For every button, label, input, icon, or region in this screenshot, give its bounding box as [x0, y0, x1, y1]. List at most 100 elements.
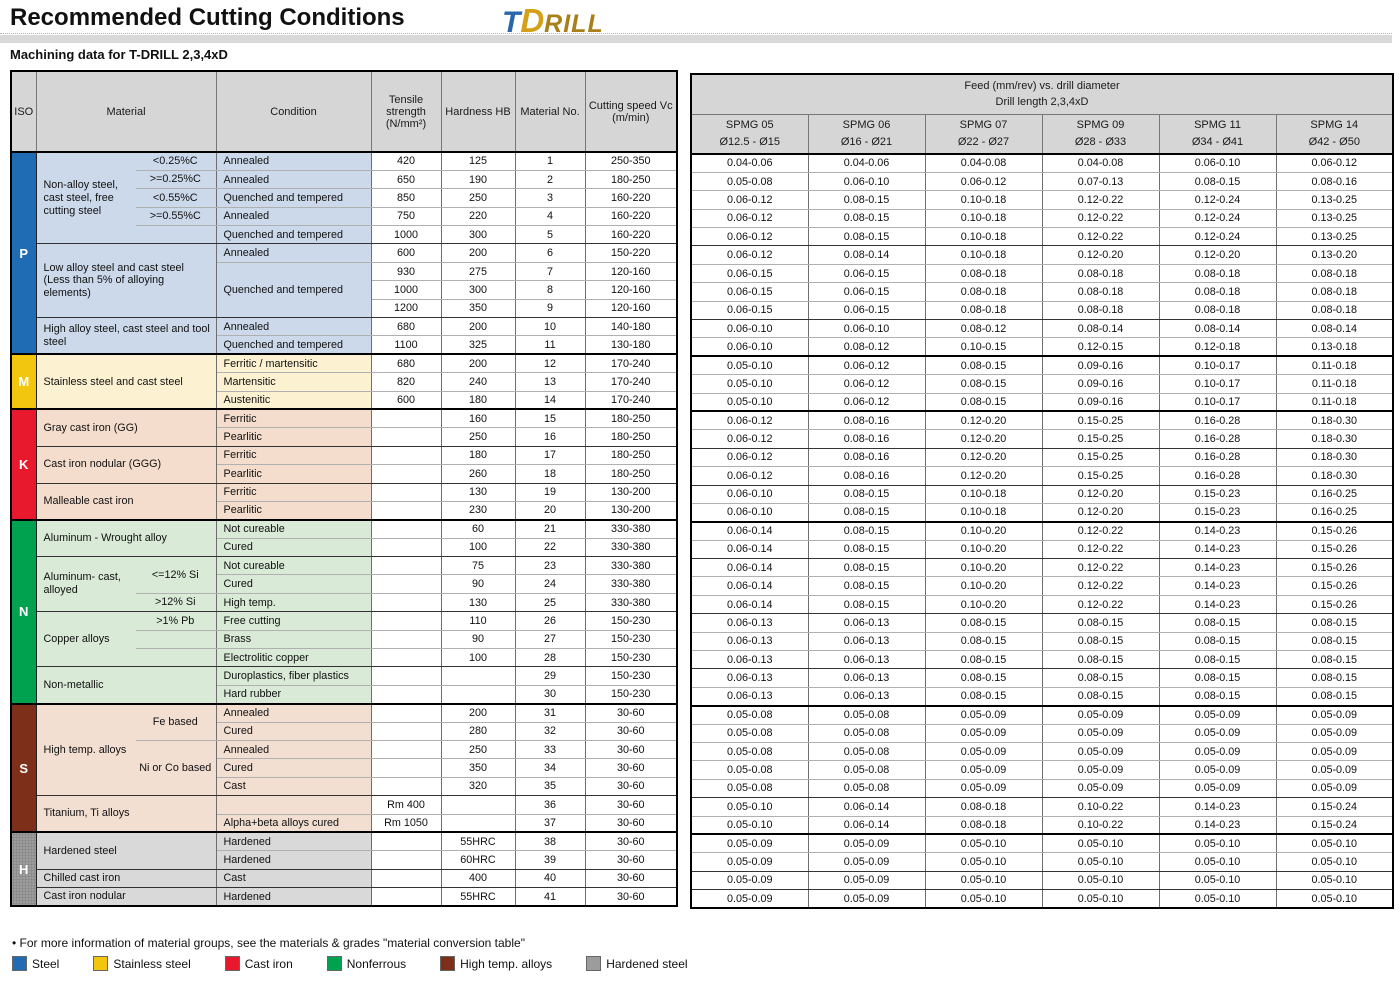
table-cell: <=12% Si: [136, 556, 217, 594]
feed-cell: 0.06-0.10: [690, 337, 809, 358]
table-cell: 60: [440, 519, 516, 539]
feed-cell: 0.08-0.15: [924, 668, 1043, 688]
table-cell: 5: [514, 225, 586, 245]
table-cell: [370, 777, 442, 797]
feed-cell: 0.08-0.15: [1275, 687, 1394, 707]
table-cell: 180-250: [584, 427, 678, 447]
feed-cell: 0.16-0.28: [1158, 411, 1277, 431]
table-cell: 170-240: [584, 391, 678, 411]
table-row: 0.06-0.14 0.08-0.15 0.10-0.20 0.12-0.22 0.14…: [690, 521, 1394, 541]
table-cell: 3: [514, 188, 586, 208]
feed-cell: 0.15-0.24: [1275, 816, 1394, 836]
feed-cell: 0.05-0.08: [807, 760, 926, 780]
feed-cell: 0.15-0.26: [1275, 576, 1394, 596]
table-cell: 30-60: [584, 740, 678, 760]
table-cell: 55HRC: [440, 832, 516, 852]
feed-cell: 0.06-0.12: [690, 466, 809, 486]
table-cell: [370, 556, 442, 576]
feed-cell: 0.16-0.28: [1158, 466, 1277, 486]
table-row: Aluminum- cast, alloyed <=12% Si Not curea…: [11, 556, 678, 613]
table-cell: [370, 593, 442, 613]
feed-cell: 0.05-0.10: [924, 889, 1043, 909]
table-row: Pearlitic 230 20 130-200: [11, 501, 678, 521]
table-cell: Cured: [215, 538, 372, 558]
feed-cell: 0.06-0.13: [690, 687, 809, 707]
table-cell: 8: [514, 280, 586, 300]
feed-cell: 0.10-0.17: [1158, 356, 1277, 376]
table-row: 0.06-0.12 0.08-0.16 0.12-0.20 0.15-0.25 0.16…: [690, 411, 1394, 431]
feed-cell: 0.10-0.17: [1158, 393, 1277, 413]
feed-cell: 0.05-0.09: [924, 705, 1043, 725]
table-cell: 2: [514, 170, 586, 190]
table-header-row: ISO Material Condition Tensile strength …: [10, 70, 678, 153]
table-row: >=0.25%C Annealed 650 190 2 180-250: [11, 170, 678, 190]
table-cell: 32: [514, 722, 586, 742]
table-cell: [136, 648, 217, 668]
table-cell: 250: [440, 188, 516, 208]
feed-cell: 0.15-0.25: [1041, 429, 1160, 449]
feed-cell: 0.12-0.20: [1041, 245, 1160, 265]
feed-cell: 0.10-0.22: [1041, 797, 1160, 817]
table-cell: Ni or Co based: [136, 740, 217, 797]
table-cell: Annealed: [215, 703, 372, 723]
feed-cell: 0.05-0.10: [1041, 871, 1160, 891]
table-cell: 41: [514, 887, 586, 907]
table-cell: 24: [514, 574, 586, 594]
feed-cell: 0.13-0.25: [1275, 209, 1394, 229]
col-header-spmg06: SPMG 06 Ø16 - Ø21: [807, 113, 926, 155]
table-cell: 300: [440, 280, 516, 300]
feed-cell: 0.04-0.06: [690, 154, 809, 173]
table-cell: 150-220: [584, 243, 678, 263]
feed-cell: 0.12-0.20: [1041, 485, 1160, 504]
table-cell: 33: [514, 740, 586, 760]
feed-cell: 0.12-0.20: [924, 429, 1043, 449]
table-cell: [370, 740, 442, 760]
feed-cell: 0.11-0.18: [1275, 374, 1394, 394]
feed-cell: 0.12-0.20: [924, 411, 1043, 431]
table-cell: 130-200: [584, 501, 678, 521]
table-cell: 30-60: [584, 777, 678, 797]
table-cell: 30: [514, 685, 586, 705]
feed-cell: 0.06-0.12: [690, 245, 809, 265]
table-cell: Copper alloys: [35, 611, 136, 668]
feed-cell: 0.06-0.15: [807, 264, 926, 284]
table-cell: 330-380: [584, 519, 678, 539]
feed-cell: 0.08-0.15: [1275, 613, 1394, 633]
feed-cell: 0.06-0.12: [690, 209, 809, 229]
legend-label: Nonferrous: [346, 956, 407, 971]
table-cell: 170-240: [584, 354, 678, 374]
feed-cell: 0.10-0.20: [924, 540, 1043, 560]
table-cell: Malleable cast iron: [35, 483, 217, 521]
table-row: Ni or Co based Annealed 250 33 30-60: [11, 740, 678, 797]
table-cell: [440, 666, 516, 686]
feed-cell: 0.08-0.15: [924, 374, 1043, 394]
feed-cell: 0.05-0.08: [690, 779, 809, 799]
feed-title-line1: Feed (mm/rev) vs. drill diameter: [964, 79, 1120, 92]
feed-cell: 0.05-0.09: [924, 724, 1043, 744]
feed-cell: 0.10-0.20: [924, 521, 1043, 541]
feed-cell: 0.06-0.10: [690, 485, 809, 504]
table-cell: Quenched and tempered: [215, 335, 372, 356]
table-cell: [440, 814, 516, 834]
diameter-range: Ø12.5 - Ø15: [719, 135, 781, 148]
table-row: 0.06-0.14 0.08-0.15 0.10-0.20 0.12-0.22 0.14…: [690, 540, 1394, 560]
table-row: Copper alloys >1% Pb Free cutting 110 26 150-…: [11, 611, 678, 668]
feed-cell: 0.08-0.15: [924, 356, 1043, 376]
table-cell: Titanium, Ti alloys: [35, 795, 217, 834]
table-row: 0.05-0.08 0.05-0.08 0.05-0.09 0.05-0.09 0.05…: [690, 760, 1394, 780]
feed-cell: 0.15-0.25: [1041, 466, 1160, 486]
table-cell: 280: [440, 722, 516, 742]
iso-group-cell: S: [10, 703, 37, 834]
table-cell: Hardened steel: [35, 832, 217, 870]
legend-item: Cast iron: [224, 956, 293, 971]
feed-title-line2: Drill length 2,3,4xD: [995, 96, 1089, 109]
feed-cell: 0.05-0.09: [1275, 742, 1394, 762]
feed-cell: 0.15-0.24: [1275, 797, 1394, 817]
feed-cell: 0.06-0.15: [807, 301, 926, 321]
table-cell: 1100: [370, 335, 442, 356]
table-row: Austenitic 600 180 14 170-240: [11, 391, 678, 411]
feed-cell: 0.06-0.13: [807, 668, 926, 688]
table-cell: 26: [514, 611, 586, 631]
table-cell: >1% Pb: [136, 611, 217, 631]
table-cell: 240: [440, 372, 516, 392]
